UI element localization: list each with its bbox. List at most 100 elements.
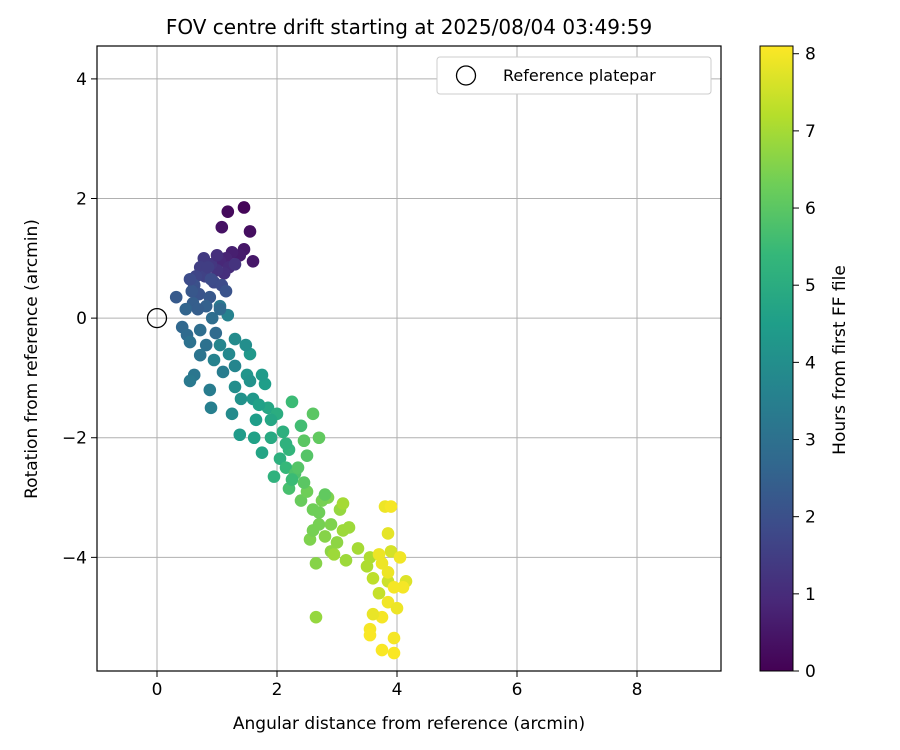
data-point [336,524,350,537]
data-point [384,500,398,513]
data-point [215,220,229,234]
data-point [228,332,242,346]
data-point [300,449,314,462]
data-point [249,413,263,427]
data-point [360,560,374,573]
data-point [372,586,386,600]
data-point [285,395,299,409]
data-point [381,595,395,609]
data-point [276,425,290,439]
data-point [279,461,293,474]
data-point [228,380,242,394]
data-point [247,431,261,445]
data-point [372,548,386,561]
data-point [387,646,401,660]
data-point [318,530,332,543]
data-point [309,610,323,624]
x-tick-label: 0 [152,680,163,700]
colorbar-tick-label: 6 [805,199,816,219]
data-point [327,548,341,561]
data-point [203,383,217,397]
data-point [381,566,395,579]
data-point [169,290,183,304]
data-point [255,446,269,459]
y-axis-ticks: −4 −2 0 2 4 [62,70,97,568]
data-point [267,470,281,483]
data-point [185,284,199,298]
data-point [243,225,257,238]
colorbar-tick-label: 4 [805,353,816,373]
legend-marker-reference [455,65,477,86]
data-point [183,335,197,349]
colorbar-tick-label: 8 [805,45,816,65]
data-point [312,506,326,519]
x-axis-ticks: 0 2 4 6 8 [152,671,643,700]
colorbar-label: Hours from first FF file [830,265,850,455]
data-point [393,551,407,564]
data-point [390,601,404,615]
colorbar-tick-label: 0 [805,662,816,682]
data-point [233,428,247,442]
data-point [396,580,410,594]
data-point [309,557,323,570]
data-point [351,542,365,555]
colorbar-gradient [759,45,794,672]
data-point [193,323,207,337]
colorbar-tick-label: 1 [805,585,816,605]
data-point [285,473,299,486]
data-point [213,302,227,316]
legend-box [436,56,712,95]
data-point [366,607,380,621]
chart-title: FOV centre drift starting at 2025/08/04 … [166,15,652,39]
data-point [273,452,287,465]
reference-layer [146,307,168,329]
data-point [279,437,293,451]
data-point [246,255,260,268]
data-point [210,249,224,262]
y-tick-label: 2 [76,190,87,210]
data-point [179,302,193,316]
colorbar: 0 1 2 3 4 5 6 7 8 Hours from first FF file [759,45,850,682]
data-point [264,431,278,445]
data-point [225,407,239,421]
colorbar-tick-label: 2 [805,508,816,528]
data-point [339,554,353,567]
data-point [255,368,269,382]
data-point [207,353,221,367]
data-point [234,392,248,406]
data-point [294,419,308,433]
data-point [209,326,223,340]
plot-frame [96,45,722,672]
x-tick-label: 8 [632,680,643,700]
data-point [201,260,215,274]
data-point [183,374,197,388]
colorbar-tick-label: 3 [805,431,816,451]
data-point [336,497,350,510]
data-point [375,643,389,657]
colorbar-ticks: 0 1 2 3 4 5 6 7 8 [793,45,816,682]
y-tick-label: −4 [62,548,87,568]
data-point [381,527,395,540]
data-point [204,401,218,415]
data-point [228,258,242,271]
data-point [291,461,305,474]
x-tick-label: 6 [512,680,523,700]
data-point [366,571,380,585]
data-point [204,272,218,286]
data-point [205,311,219,325]
data-point [264,413,278,427]
data-point [216,365,230,379]
y-tick-label: −2 [62,429,87,449]
x-tick-label: 2 [272,680,283,700]
legend-entry-reference: Reference platepar [503,66,656,85]
colorbar-tick-label: 5 [805,276,816,296]
y-tick-label: 4 [76,70,87,90]
data-point [384,545,398,558]
data-point [213,338,227,352]
y-axis-label: Rotation from reference (arcmin) [22,219,42,499]
data-point [222,347,236,361]
data-point [199,338,213,352]
data-point [219,284,233,298]
colorbar-tick-label: 7 [805,122,816,142]
